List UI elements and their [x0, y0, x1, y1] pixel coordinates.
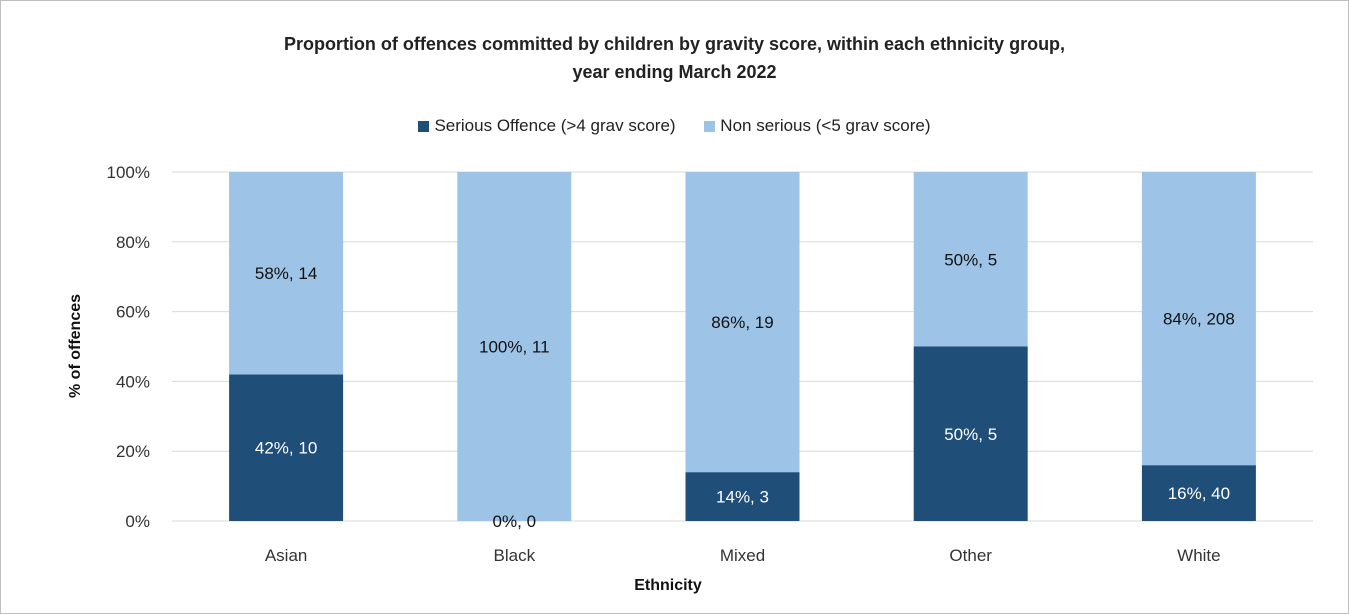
y-tick-label: 80% — [116, 233, 150, 252]
bar-mixed-non-serious — [685, 172, 800, 473]
y-tick-labels: 0% 20% 40% 60% 80% 100% — [107, 163, 150, 531]
data-label-other-non-serious: 50%, 5 — [944, 250, 997, 269]
y-tick-label: 40% — [116, 372, 150, 391]
data-label-white-non-serious: 84%, 208 — [1163, 310, 1235, 329]
legend-swatch-serious — [418, 120, 430, 132]
x-axis-label: Ethnicity — [634, 577, 702, 594]
legend-swatch-non-serious — [704, 120, 716, 132]
x-tick-label: Black — [494, 546, 536, 565]
data-label-asian-serious: 42%, 10 — [255, 439, 317, 458]
x-tick-label: Mixed — [720, 546, 765, 565]
data-label-asian-non-serious: 58%, 14 — [255, 264, 317, 283]
x-tick-labels: Asian Black Mixed Other White — [265, 546, 1221, 565]
data-label-black-serious: 0%, 0 — [493, 512, 536, 531]
y-axis-label: % of offences — [67, 294, 84, 398]
legend-label-non-serious: Non serious (<5 grav score) — [720, 116, 931, 135]
data-label-black-non-serious: 100%, 11 — [479, 338, 550, 357]
chart-legend: Serious Offence (>4 grav score) Non seri… — [0, 116, 1349, 137]
data-label-mixed-serious: 14%, 3 — [716, 488, 769, 507]
data-label-mixed-non-serious: 86%, 19 — [711, 313, 773, 332]
legend-item-serious: Serious Offence (>4 grav score) — [418, 116, 676, 136]
legend-item-non-serious: Non serious (<5 grav score) — [704, 116, 931, 136]
bar-white-serious — [1141, 465, 1256, 521]
x-tick-label: Other — [949, 546, 992, 565]
y-tick-label: 0% — [125, 512, 150, 531]
bar-other-serious — [913, 346, 1028, 521]
bar-asian-serious — [229, 374, 344, 521]
bar-other-non-serious — [913, 172, 1028, 347]
chart-title-line-2: year ending March 2022 — [572, 62, 777, 82]
bar-white-non-serious — [1141, 172, 1256, 466]
x-tick-label: White — [1177, 546, 1220, 565]
x-tick-label: Asian — [265, 546, 308, 565]
y-tick-label: 20% — [116, 442, 150, 461]
bar-mixed-serious — [685, 472, 800, 521]
legend-label-serious: Serious Offence (>4 grav score) — [434, 116, 676, 135]
bar-asian-non-serious — [229, 172, 344, 375]
bar-black-non-serious — [457, 172, 572, 521]
chart-title-line-1: Proportion of offences committed by chil… — [283, 34, 1066, 54]
data-label-white-serious: 16%, 40 — [1168, 484, 1230, 503]
data-labels: 42%, 10 58%, 14 0%, 0 100%, 11 14%, 3 86%, 19… — [255, 250, 1235, 531]
bars — [229, 172, 1256, 521]
data-label-other-serious: 50%, 5 — [944, 425, 997, 444]
y-tick-label: 60% — [116, 303, 150, 322]
y-tick-label: 100% — [107, 163, 150, 182]
